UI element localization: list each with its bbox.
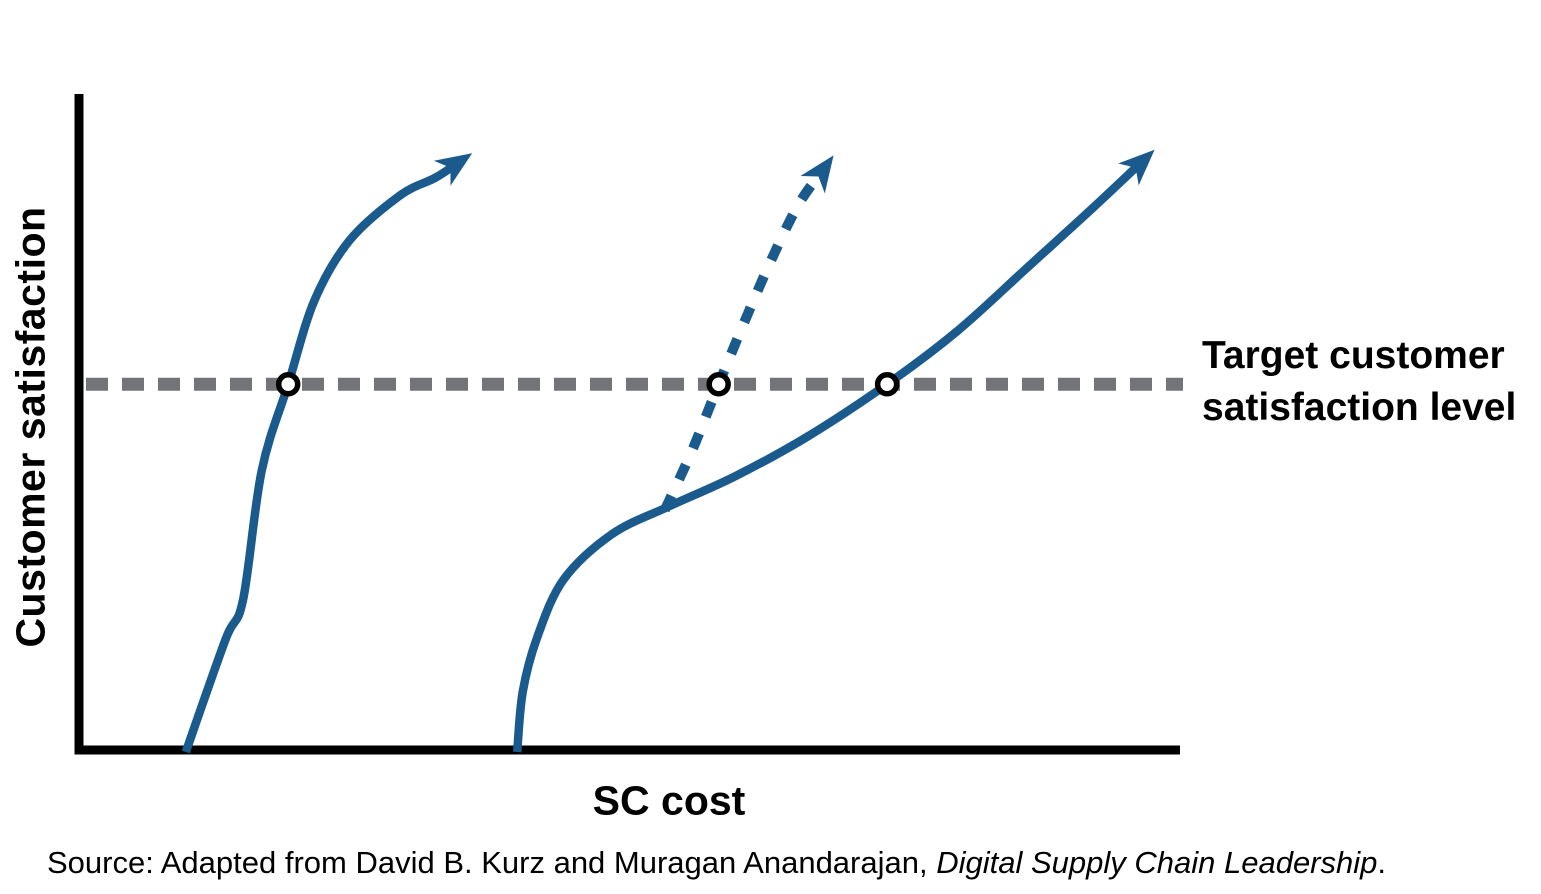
source-period: .	[1377, 845, 1387, 880]
right-cost-satisfaction-curve-target-intersection-marker	[874, 371, 900, 397]
x-axis-label: SC cost	[592, 777, 746, 824]
right-cost-satisfaction-curve-arrowhead	[1118, 149, 1155, 186]
source-text: Source: Adapted from David B. Kurz and M…	[47, 845, 937, 880]
source-citation: Source: Adapted from David B. Kurz and M…	[47, 845, 1386, 881]
right-cost-satisfaction-curve	[512, 154, 1149, 753]
xy-axes	[74, 94, 1180, 755]
left-cost-satisfaction-curve	[181, 156, 465, 754]
target-label-line1: Target customer	[1202, 334, 1505, 377]
y-axis-label: Customer satisfaction	[7, 206, 54, 648]
left-cost-satisfaction-curve-arrowhead	[433, 153, 473, 186]
middle-cost-satisfaction-curve-target-intersection-marker	[706, 371, 731, 397]
target-label-line2: satisfaction level	[1202, 386, 1517, 430]
left-cost-satisfaction-curve-target-intersection-marker	[275, 371, 301, 397]
middle-cost-satisfaction-curve	[660, 162, 831, 513]
source-book-title: Digital Supply Chain Leadership	[936, 845, 1378, 880]
middle-cost-satisfaction-curve-arrowhead	[800, 155, 834, 194]
target-satisfaction-label: Target customer satisfaction level	[1202, 330, 1516, 435]
